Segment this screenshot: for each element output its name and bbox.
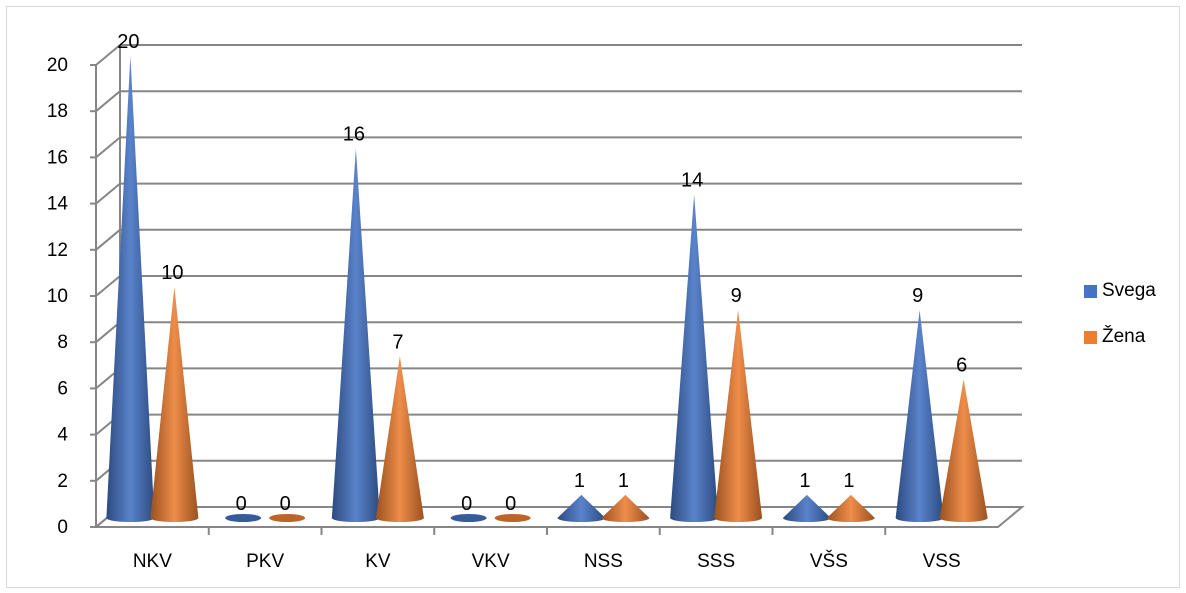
y-tick-label: 16	[47, 147, 68, 168]
x-category-label: VSS	[923, 551, 961, 572]
cone-žena-vss	[939, 379, 988, 522]
y-tick-label: 0	[57, 517, 68, 538]
gridline-side	[95, 44, 121, 66]
legend-swatch-series-1	[1084, 284, 1097, 298]
cone-svega-sss	[670, 194, 719, 522]
data-label: 9	[912, 285, 923, 307]
cone-žena-pkv	[269, 514, 306, 522]
chart-frame	[6, 6, 1180, 588]
cone-svega-vkv	[450, 514, 487, 522]
cone-svega-nkv	[106, 56, 155, 522]
legend: Svega Žena	[1084, 268, 1156, 360]
legend-item-series-1: Svega	[1084, 268, 1156, 314]
x-category-label: KV	[365, 551, 391, 572]
gridline-side	[95, 275, 121, 297]
cone-svega-pkv	[225, 514, 262, 522]
data-label: 0	[236, 493, 247, 515]
y-tick-label: 10	[47, 286, 68, 307]
cone-žena-sss	[714, 310, 763, 522]
y-tick-label: 18	[47, 101, 68, 122]
data-label: 1	[618, 470, 629, 492]
data-label: 9	[731, 285, 742, 307]
data-label: 0	[505, 493, 516, 515]
y-tick-label: 14	[47, 194, 69, 215]
cone-svega-vss	[895, 310, 944, 522]
data-label: 1	[574, 470, 585, 492]
data-label: 6	[956, 354, 967, 376]
gridline-side	[95, 229, 121, 251]
cone-žena-kv	[375, 356, 424, 522]
gridline-side	[95, 321, 121, 343]
legend-label-series-2: Žena	[1102, 326, 1146, 347]
y-tick-label: 12	[47, 240, 68, 261]
y-tick-label: 4	[57, 425, 68, 446]
y-tick-label: 20	[47, 55, 68, 76]
data-label: 20	[117, 31, 139, 53]
x-category-label: VKV	[472, 551, 510, 572]
gridline-side	[95, 90, 121, 112]
cone-žena-vkv	[494, 514, 531, 522]
y-tick-label: 8	[57, 332, 68, 353]
cone-žena-nkv	[150, 287, 199, 522]
legend-label-series-1: Svega	[1102, 280, 1156, 301]
y-tick-label: 2	[57, 471, 68, 492]
data-label: 7	[392, 331, 403, 353]
x-category-label: NKV	[133, 551, 172, 572]
gridline-side	[95, 136, 121, 159]
x-category-label: NSS	[584, 551, 623, 572]
data-label: 14	[681, 170, 703, 192]
legend-item-series-2: Žena	[1084, 314, 1156, 360]
cone-svega-všs	[782, 494, 831, 522]
data-label: 1	[843, 470, 854, 492]
gridline-side	[95, 182, 121, 205]
x-category-label: VŠS	[810, 550, 848, 572]
cone-žena-nss	[601, 494, 650, 522]
data-label: 1	[799, 470, 810, 492]
cone-svega-kv	[331, 148, 380, 522]
cone-žena-všs	[826, 494, 875, 522]
data-label: 0	[461, 493, 472, 515]
data-label: 0	[280, 493, 291, 515]
x-category-label: PKV	[246, 551, 284, 572]
data-label: 16	[343, 123, 365, 145]
x-category-label: SSS	[697, 551, 735, 572]
cone-svega-nss	[557, 494, 606, 522]
y-tick-label: 6	[57, 378, 68, 399]
data-label: 10	[161, 262, 183, 284]
legend-swatch-series-2	[1084, 330, 1097, 344]
